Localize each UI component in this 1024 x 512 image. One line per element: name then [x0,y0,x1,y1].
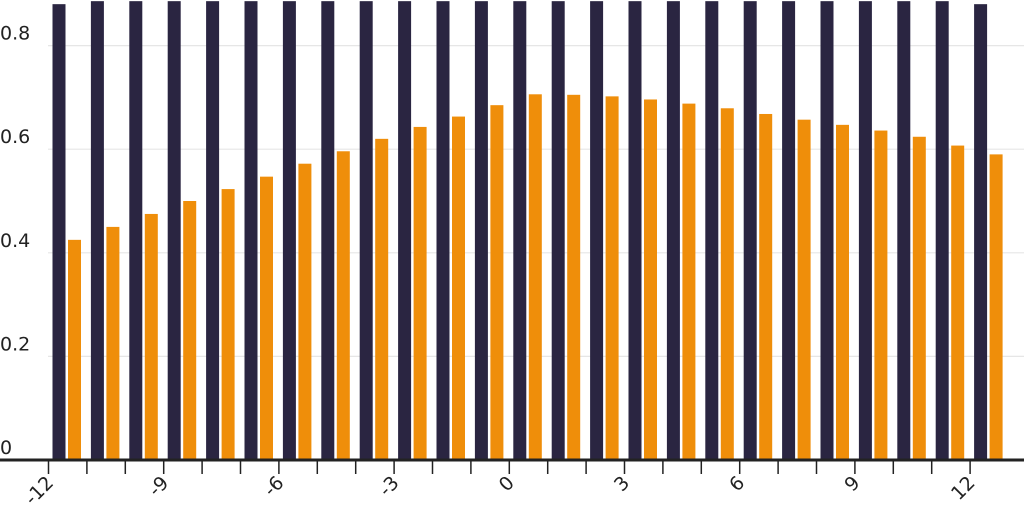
x-tick-label-4: 0 [495,472,519,496]
x-tick-label-1: -9 [144,472,173,501]
bar-s0-x3 [628,1,642,460]
x-axis: -12 -9 -6 -3 0 3 6 9 12 [0,458,1024,510]
bar-s1-x0 [528,94,542,461]
bar-s0-x-11 [90,1,104,460]
bar-s1-x3 [644,99,657,461]
x-tick-label-6: 6 [725,472,749,496]
bar-s1-x-4 [375,138,389,460]
bar-s1-x6 [759,113,773,460]
x-tick-label-8: 12 [947,472,980,505]
bar-s0-x-5 [321,1,335,460]
bar-s0-x6 [743,1,757,460]
bar-s0-x-12 [52,4,66,460]
x-tick-label-7: 9 [840,472,864,496]
y-tick-label-3: 0.6 [0,126,30,148]
bar-s0-x10 [897,1,911,460]
bar-s0-x-7 [244,1,258,460]
bar-s1-x11 [951,145,965,460]
bar-s0-x-9 [167,1,181,460]
bar-s1-x-9 [183,201,197,460]
bar-s0-x1 [551,1,565,460]
bar-s1-x-5 [336,151,350,460]
bar-s0-x4 [666,1,680,460]
bar-s1-x-8 [221,189,235,460]
bar-s1-x2 [605,96,619,460]
bar-s1-x-1 [490,105,504,461]
y-axis-tick-labels: 0 0.2 0.4 0.6 0.8 [0,23,30,459]
bar-s0-x11 [935,1,949,460]
bar-s1-x-12 [68,239,81,460]
bar-s1-x-2 [452,116,465,460]
y-tick-label-4: 0.8 [0,23,30,45]
y-tick-label-1: 0.2 [0,333,30,355]
bar-s0-x-3 [398,1,412,460]
bar-s0-x-6 [282,1,296,460]
bar-s0-x-10 [129,1,143,460]
bar-s0-x-2 [436,1,450,460]
bar-s1-x-6 [298,163,312,461]
bar-s0-x5 [705,1,719,460]
bar-s1-x9 [874,130,888,460]
y-tick-label-2: 0.4 [0,230,30,252]
bar-s1-x5 [720,108,734,460]
x-tick-label-0: -12 [21,472,59,510]
bar-s1-x-3 [413,126,427,461]
x-tick-label-2: -6 [259,472,288,501]
bar-s1-x4 [682,103,696,460]
bar-s1-x-7 [260,176,273,461]
bar-s0-x7 [782,1,796,460]
bar-s1-x12 [989,154,1003,460]
y-tick-label-0: 0 [0,437,12,459]
bar-s0-x8 [820,1,834,460]
bar-s1-x10 [912,136,926,460]
bar-s0-x0 [513,1,527,460]
bar-s0-x-8 [206,1,220,460]
bar-s0-x9 [858,1,872,460]
bar-s1-x-11 [106,226,120,460]
bar-s0-x-4 [359,1,373,460]
x-tick-label-3: -3 [375,472,404,501]
bar-s0-x12 [974,4,988,460]
bar-s0-x-1 [474,1,488,460]
bar-s1-x-10 [144,213,158,460]
x-tick-label-5: 3 [610,472,634,496]
bar-s0-x2 [590,1,604,460]
bar-s1-x7 [797,119,811,460]
bar-s1-x8 [836,124,849,460]
bar-s1-x1 [567,94,581,460]
bars [52,1,1003,461]
